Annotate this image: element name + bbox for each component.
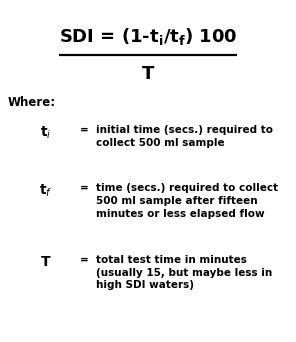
Text: =: = xyxy=(80,255,89,265)
Text: t$_i$: t$_i$ xyxy=(40,125,52,141)
Text: =: = xyxy=(80,183,89,193)
Text: T: T xyxy=(142,65,154,83)
Text: total test time in minutes
(usually 15, but maybe less in
high SDI waters): total test time in minutes (usually 15, … xyxy=(96,255,272,290)
Text: SDI = (1-t$_\mathbf{i}$/t$_\mathbf{f}$) 100: SDI = (1-t$_\mathbf{i}$/t$_\mathbf{f}$) … xyxy=(59,26,237,47)
Text: initial time (secs.) required to
collect 500 ml sample: initial time (secs.) required to collect… xyxy=(96,125,273,148)
Text: T: T xyxy=(41,255,51,269)
Text: t$_f$: t$_f$ xyxy=(39,183,53,199)
Text: Where:: Where: xyxy=(7,96,56,109)
Text: =: = xyxy=(80,125,89,135)
Text: time (secs.) required to collect
500 ml sample after fifteen
minutes or less ela: time (secs.) required to collect 500 ml … xyxy=(96,183,278,219)
